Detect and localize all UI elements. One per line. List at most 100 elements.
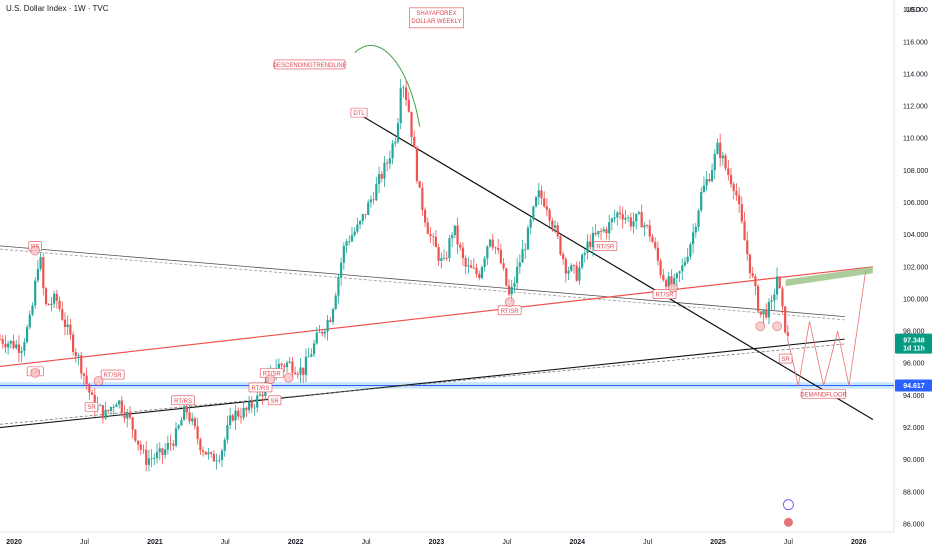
candle-body [326, 320, 329, 332]
candle-body [434, 236, 437, 248]
candle-body [738, 195, 741, 205]
annotation-box-rt-mid [171, 395, 195, 406]
candle-body [529, 219, 532, 228]
candle-body [77, 355, 80, 357]
candle-body [55, 293, 58, 301]
candle-body [47, 304, 50, 306]
candle-body [107, 409, 110, 411]
candle-body [507, 285, 511, 295]
candle-body [770, 300, 773, 302]
candle-body [307, 356, 310, 358]
candle-body [594, 232, 597, 235]
candle-body [497, 248, 500, 250]
candle-body [524, 249, 527, 251]
candle-body [572, 265, 576, 266]
candle-body [581, 254, 584, 268]
candle-body [345, 241, 348, 246]
candle-body [61, 308, 64, 320]
y-tick-label: 92.000 [903, 425, 925, 432]
candle-body [597, 230, 600, 235]
candle-body [432, 236, 435, 238]
annotation-sr-c: SR [270, 399, 279, 405]
candle-body [353, 231, 356, 236]
candle-body [299, 367, 302, 375]
candle-body [775, 276, 779, 295]
support-price-tag[interactable] [895, 379, 932, 392]
candle-body [537, 190, 540, 198]
curve-arrow [354, 45, 421, 127]
pivot-marker [93, 376, 104, 386]
candle-body [85, 375, 88, 385]
candle-body [237, 410, 240, 417]
y-tick-label: 102.000 [903, 264, 928, 271]
candles [0, 78, 789, 472]
candle-body [109, 407, 113, 411]
candle-body [20, 351, 23, 353]
candle-body [700, 191, 703, 211]
y-tick-label: 90.000 [903, 457, 925, 464]
candle-body [654, 242, 657, 248]
last-price-tag[interactable] [895, 333, 932, 354]
candle-body [667, 276, 670, 287]
candle-body [283, 365, 286, 367]
candle-body [643, 225, 646, 228]
candle-body [304, 356, 308, 375]
annotation-rt-2024: RT/SR [596, 245, 615, 251]
candle-body [82, 373, 86, 376]
candle-body [356, 224, 359, 232]
candle-body [223, 439, 226, 451]
candle-body [386, 162, 389, 164]
candle-body [1, 339, 4, 344]
candle-body [445, 257, 448, 259]
candle-body [464, 258, 467, 267]
candle-body [721, 155, 724, 159]
annotation-box-rt-jun24 [652, 289, 677, 300]
candle-body [142, 449, 145, 451]
candle-body [50, 303, 53, 306]
annotation-box-sr-c [267, 395, 282, 406]
candle-body [242, 407, 245, 418]
candle-body [754, 276, 757, 287]
x-tick-label: Jul [643, 539, 652, 546]
y-tick-label: 88.000 [903, 489, 925, 496]
candle-body [421, 187, 424, 210]
candle-body [34, 280, 37, 306]
x-tick-label: Jul [362, 539, 371, 546]
candle-body [616, 212, 619, 218]
x-tick-label: 2026 [851, 539, 867, 546]
candle-body [618, 212, 622, 215]
candle-body [651, 236, 654, 243]
candle-body [4, 343, 7, 348]
candle-body [80, 355, 83, 374]
candle-body [256, 395, 259, 408]
flash-icon[interactable] [782, 499, 794, 511]
pivot-marker [265, 374, 276, 385]
annotation-box-rt-2024 [593, 241, 618, 251]
candle-body [69, 324, 72, 335]
candle-body [372, 199, 375, 201]
candle-body [564, 259, 567, 274]
candle-body [342, 245, 345, 263]
descending-trendline [358, 113, 874, 421]
candle-body [570, 265, 573, 271]
candle-body [174, 428, 178, 446]
candle-body [199, 439, 202, 451]
lower-ascending-line [0, 338, 845, 429]
y-tick-label: 118.000 [903, 7, 928, 14]
candle-body [383, 162, 386, 179]
candle-body [115, 404, 118, 407]
candle-body [104, 409, 107, 419]
pivot-marker [755, 321, 766, 332]
candle-body [158, 448, 161, 453]
candle-body [448, 238, 451, 259]
flag-icon[interactable] [782, 516, 794, 528]
candle-body [15, 344, 18, 349]
candle-body [472, 267, 475, 269]
candle-body [591, 232, 595, 248]
candle-body [185, 406, 188, 413]
candle-body [44, 288, 48, 305]
currency-label: USD [906, 7, 921, 14]
candle-body [310, 354, 313, 357]
candle-body [440, 258, 443, 262]
